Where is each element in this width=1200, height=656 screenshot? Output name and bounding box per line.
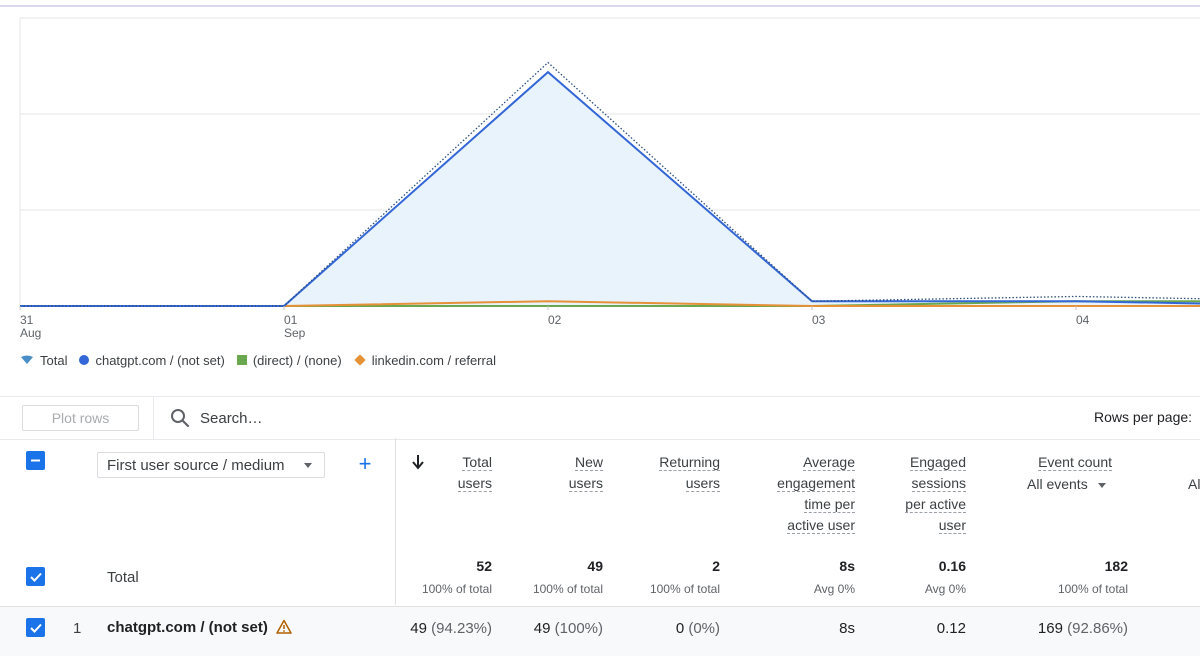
check-icon [29, 623, 42, 633]
returning-users-sub: 100% of total [649, 582, 720, 596]
table-toolbar: Plot rows Rows per page: [0, 396, 1200, 440]
row-cell-event-count: 169 (92.86%) [1037, 620, 1128, 637]
total-icon [21, 355, 33, 364]
search-input[interactable] [200, 406, 500, 430]
select-all-checkbox[interactable] [26, 451, 45, 470]
chart-legend: Total chatgpt.com / (not set) (direct) /… [20, 350, 508, 370]
legend-label: Total [40, 352, 68, 368]
check-icon [29, 572, 42, 582]
sort-descending-icon[interactable] [410, 452, 426, 472]
event-count-value: 182 [1104, 558, 1128, 574]
row-cell-avg-engagement: 8s [839, 620, 855, 637]
total-users-value: 52 [476, 558, 492, 574]
x-tick-label: 31 [20, 313, 34, 327]
chatgpt-area [20, 72, 1200, 306]
top-divider [0, 5, 1200, 7]
rows-per-page-label: Rows per page: [1094, 409, 1193, 425]
new-users-value: 49 [587, 558, 603, 574]
caret-down-icon [1097, 482, 1106, 488]
dimension-select-value: First user source / medium [107, 456, 285, 474]
row-cell-engaged-sessions: 0.12 [936, 620, 966, 637]
plot-rows-button[interactable]: Plot rows [22, 405, 139, 431]
totals-row-checkbox[interactable] [26, 567, 45, 586]
row-dimension-value[interactable]: chatgpt.com / (not set) [107, 619, 292, 636]
col-header-new-users[interactable]: New users [568, 454, 603, 492]
avg-engagement-sub: Avg 0% [813, 582, 855, 596]
toolbar-divider [153, 397, 154, 439]
column-divider [395, 438, 396, 605]
add-dimension-button[interactable]: + [358, 451, 372, 476]
diamond-icon [354, 354, 366, 366]
x-tick-sublabel: Sep [284, 326, 306, 340]
legend-item-total[interactable]: Total [20, 353, 67, 368]
legend-item-chatgpt[interactable]: chatgpt.com / (not set) [79, 352, 225, 368]
x-tick-label: 03 [812, 313, 826, 327]
returning-users-value: 2 [712, 558, 720, 574]
caret-down-icon [304, 463, 312, 468]
legend-label: (direct) / (none) [252, 352, 342, 368]
x-tick-label: 02 [548, 313, 562, 327]
event-filter-value: All events [1027, 476, 1088, 492]
engaged-sessions-sub: Avg 0% [924, 582, 966, 596]
col-header-returning-users[interactable]: Returning users [659, 454, 720, 492]
event-count-sub: 100% of total [1057, 582, 1128, 596]
col-header-engaged-sessions[interactable]: Engaged sessions per active user [905, 454, 966, 534]
row-checkbox[interactable] [26, 618, 45, 637]
col-header-avg-engagement-time[interactable]: Average engagement time per active user [777, 454, 855, 534]
warning-icon[interactable] [276, 619, 292, 634]
col-header-event-count[interactable]: Event count [1038, 454, 1112, 471]
engaged-sessions-value: 0.16 [938, 558, 966, 574]
row-index: 1 [73, 620, 82, 637]
legend-label: chatgpt.com / (not set) [95, 352, 225, 368]
dot-icon [79, 355, 90, 365]
totals-row-label: Total [107, 569, 139, 586]
table-row[interactable] [0, 606, 1200, 656]
row-cell-new-users: 49 (100%) [533, 620, 603, 637]
col-header-total-users[interactable]: Total users [457, 454, 492, 492]
x-tick-sublabel: Aug [20, 326, 41, 340]
x-tick-label: 04 [1076, 313, 1090, 327]
total-users-sub: 100% of total [421, 582, 492, 596]
legend-item-linkedin[interactable]: linkedin.com / referral [354, 353, 496, 368]
search-icon [171, 409, 190, 428]
legend-item-direct[interactable]: (direct) / (none) [236, 352, 342, 368]
legend-label: linkedin.com / referral [371, 352, 496, 368]
row-cell-returning-users: 0 (0%) [675, 620, 720, 637]
cut-off-header: Al [1188, 476, 1200, 492]
series-line-chatgpt [20, 70, 1200, 307]
row-dimension-text: chatgpt.com / (not set) [107, 619, 268, 636]
dimension-select[interactable]: First user source / medium [97, 452, 325, 478]
event-filter-dropdown[interactable]: All events [1027, 476, 1106, 492]
minus-icon [31, 459, 40, 462]
square-icon [236, 355, 247, 365]
row-cell-total-users: 49 (94.23%) [410, 620, 492, 637]
new-users-sub: 100% of total [532, 582, 603, 596]
chart-series [20, 61, 1200, 307]
avg-engagement-value: 8s [839, 558, 855, 574]
x-tick-label: 01 [284, 313, 298, 327]
